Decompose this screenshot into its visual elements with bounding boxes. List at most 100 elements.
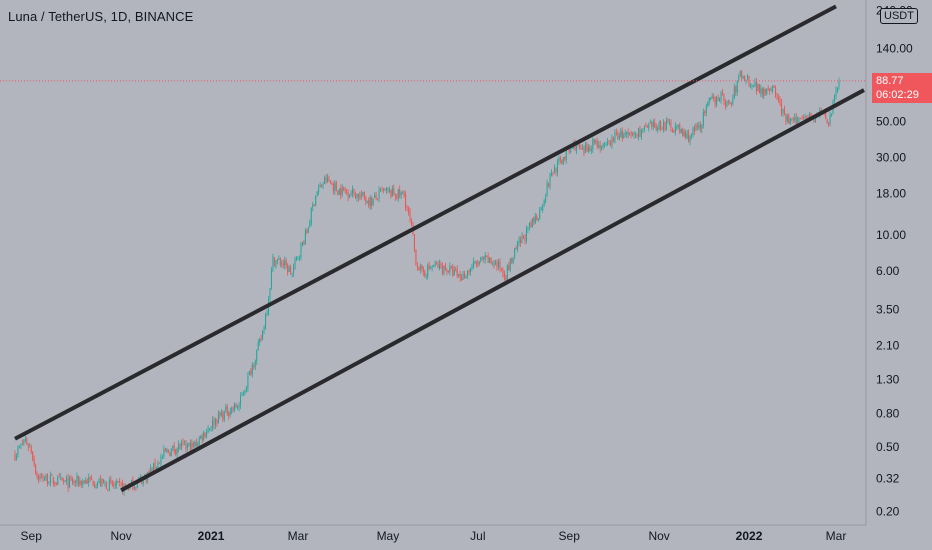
- time-tick-label: Nov: [648, 529, 669, 543]
- candle: [298, 255, 300, 262]
- candle: [708, 97, 710, 106]
- candle: [711, 93, 713, 99]
- candle: [113, 481, 115, 489]
- candle: [319, 182, 321, 188]
- candle: [42, 473, 44, 483]
- candle: [663, 119, 665, 133]
- candle: [755, 77, 757, 95]
- candle: [105, 481, 107, 490]
- candle: [468, 269, 470, 276]
- candle: [194, 440, 196, 449]
- candle: [618, 132, 620, 141]
- price-tick-label: 1.30: [876, 372, 900, 386]
- candle: [188, 442, 190, 447]
- candle: [599, 140, 601, 153]
- candle: [332, 181, 334, 195]
- candle: [213, 416, 215, 430]
- candle: [378, 186, 380, 203]
- candle: [677, 124, 679, 130]
- candle: [649, 119, 651, 124]
- candle: [496, 259, 498, 272]
- candle: [593, 138, 595, 146]
- time-axis[interactable]: Sep Nov 2021 Mar May Jul Sep Nov 2022 Mar: [21, 529, 847, 543]
- candle: [481, 256, 483, 261]
- candles-group: [14, 69, 840, 496]
- trend-channel[interactable]: [14, 4, 865, 493]
- candle: [549, 172, 551, 190]
- candle: [198, 435, 200, 447]
- candle: [83, 480, 85, 484]
- candle: [167, 448, 169, 453]
- candle: [88, 473, 90, 487]
- candle: [627, 128, 629, 139]
- candle: [18, 445, 20, 449]
- candle: [214, 417, 216, 430]
- candle: [238, 402, 240, 412]
- candle: [478, 261, 480, 266]
- candle: [587, 143, 589, 154]
- candle: [176, 447, 178, 458]
- currency-badge[interactable]: USDT: [880, 8, 918, 24]
- candle: [54, 481, 56, 487]
- candle: [30, 444, 32, 455]
- candle: [450, 265, 452, 270]
- candle: [107, 488, 109, 492]
- candle: [459, 270, 461, 282]
- candle: [430, 266, 432, 270]
- candle: [474, 260, 476, 265]
- candle: [349, 194, 351, 199]
- candle: [795, 112, 797, 127]
- price-tick-label: 0.20: [876, 505, 900, 519]
- candle: [178, 440, 180, 453]
- candle: [247, 372, 249, 392]
- candle: [304, 228, 306, 245]
- candle: [363, 191, 365, 201]
- candle: [438, 259, 441, 271]
- price-tick-label: 6.00: [876, 264, 900, 278]
- candle: [253, 363, 255, 370]
- candle: [183, 440, 186, 446]
- channel-line-upper[interactable]: [14, 4, 837, 441]
- candle: [385, 186, 387, 194]
- candle: [505, 274, 507, 282]
- candle: [346, 188, 348, 195]
- candle: [266, 309, 268, 317]
- candle: [586, 141, 588, 152]
- candle: [251, 362, 253, 378]
- time-tick-label: Nov: [110, 529, 131, 543]
- candle: [785, 113, 787, 126]
- candle: [312, 201, 314, 212]
- candle: [506, 264, 508, 281]
- candle: [751, 83, 753, 90]
- candle: [325, 174, 327, 185]
- candle: [607, 137, 609, 147]
- candle: [679, 122, 681, 135]
- candle: [688, 129, 690, 143]
- candle: [80, 480, 82, 488]
- candle: [234, 402, 236, 413]
- price-tick-label: 30.00: [876, 151, 906, 165]
- candle: [23, 439, 25, 447]
- candle: [360, 190, 362, 200]
- candle: [689, 135, 691, 146]
- channel-line-lower[interactable]: [120, 88, 865, 493]
- candle: [674, 122, 676, 136]
- candle: [326, 173, 328, 183]
- candle: [490, 257, 492, 265]
- candle: [396, 193, 398, 200]
- candle: [52, 476, 54, 487]
- candle: [548, 182, 550, 188]
- candle: [340, 184, 342, 200]
- candle: [564, 156, 566, 162]
- candle: [206, 428, 208, 439]
- candle: [772, 85, 774, 94]
- candle: [835, 86, 837, 100]
- candle: [713, 93, 715, 102]
- candle: [51, 473, 53, 476]
- candle: [466, 270, 469, 280]
- candle: [229, 407, 231, 418]
- candle: [636, 133, 638, 139]
- candle: [413, 234, 415, 253]
